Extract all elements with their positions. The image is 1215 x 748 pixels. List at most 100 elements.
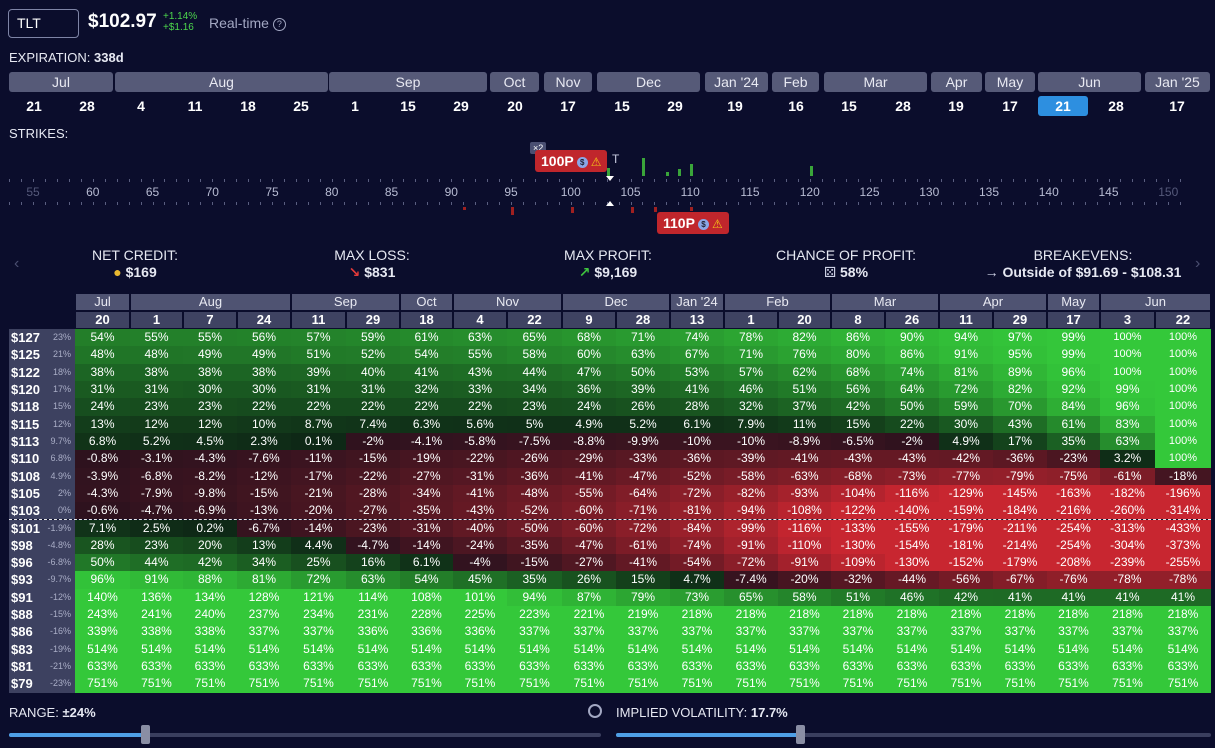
table-cell: -64% <box>616 484 670 503</box>
strike-minor-tick <box>44 202 46 205</box>
table-cell: -75% <box>1047 467 1100 485</box>
expiration-day-20[interactable]: 28 <box>1108 98 1124 114</box>
expiration-month-4[interactable]: Nov <box>544 72 592 92</box>
table-cell: 514% <box>400 640 453 659</box>
expiration-day-8[interactable]: 29 <box>453 98 469 114</box>
chance-label: CHANCE OF PROFIT: <box>775 247 916 263</box>
strike-tick-label: 140 <box>1038 185 1059 199</box>
table-cell: 92% <box>1047 380 1100 399</box>
row-price: $86 <box>11 624 33 640</box>
row-percent: -16% <box>49 626 71 637</box>
strike-minor-tick <box>702 179 704 182</box>
table-cell: 337% <box>670 623 724 641</box>
row-price-label: $79 -23% <box>9 675 75 693</box>
net-credit-value: $169 <box>125 264 157 280</box>
question-circle-icon[interactable]: ? <box>272 18 286 31</box>
table-cell: -15% <box>346 450 400 468</box>
table-cell: 46% <box>724 380 778 399</box>
table-cell: 140% <box>75 588 130 607</box>
expiration-day-3[interactable]: 11 <box>187 98 203 114</box>
expiration-day-5[interactable]: 25 <box>293 98 309 114</box>
expiration-day-7[interactable]: 15 <box>400 98 416 114</box>
iv-slider-track[interactable] <box>616 733 1211 737</box>
row-price-label: $91 -12% <box>9 588 75 607</box>
table-cell: -8.9% <box>778 432 831 451</box>
expiration-day-9[interactable]: 20 <box>507 98 523 114</box>
table-cell: 751% <box>130 675 183 693</box>
expiration-day-11[interactable]: 15 <box>614 98 630 114</box>
expiration-day-4[interactable]: 18 <box>240 98 256 114</box>
table-cell: -6.9% <box>183 502 237 520</box>
expiration-day-17[interactable]: 19 <box>948 98 964 114</box>
expiration-day-15[interactable]: 15 <box>841 98 857 114</box>
table-cell: 55% <box>453 346 507 364</box>
table-cell: 5.6% <box>453 415 507 433</box>
expiration-month-10[interactable]: May <box>985 72 1035 92</box>
strike-minor-tick <box>642 202 644 205</box>
expiration-month-1[interactable]: Aug <box>115 72 328 92</box>
table-cell: 26% <box>616 398 670 416</box>
expiration-day-1[interactable]: 28 <box>79 98 95 114</box>
row-price: $120 <box>11 381 40 397</box>
table-cell: 136% <box>130 588 183 607</box>
strike-minor-tick <box>1156 202 1158 205</box>
strike-tag-100p[interactable]: 100P $ ⚠ <box>535 150 608 172</box>
row-percent: -12% <box>49 591 71 602</box>
table-cell: -41% <box>778 450 831 468</box>
expiration-day-12[interactable]: 29 <box>667 98 683 114</box>
table-cell: 514% <box>1155 640 1211 659</box>
strike-minor-tick <box>475 202 477 205</box>
expiration-day-10[interactable]: 17 <box>560 98 576 114</box>
table-cell: 100% <box>1155 346 1211 364</box>
expiration-month-3[interactable]: Oct <box>490 72 539 92</box>
iv-slider-thumb[interactable] <box>796 725 806 744</box>
expiration-label: EXPIRATION: 338d <box>9 50 124 65</box>
expiration-day-2[interactable]: 4 <box>137 98 145 114</box>
arrow-right-icon: → <box>984 264 999 280</box>
expiration-day-16[interactable]: 28 <box>895 98 911 114</box>
expiration-month-0[interactable]: Jul <box>9 72 113 92</box>
strike-tag-110p[interactable]: 110P $ ⚠ <box>657 212 729 234</box>
expiration-day-13[interactable]: 19 <box>727 98 743 114</box>
next-arrow-icon[interactable]: › <box>1195 255 1201 272</box>
strike-minor-tick <box>594 202 596 205</box>
strike-minor-tick <box>522 179 524 182</box>
table-cell: 71% <box>724 346 778 364</box>
expiration-day-14[interactable]: 16 <box>788 98 804 114</box>
strike-tick-label: 70 <box>205 185 219 199</box>
row-price: $91 <box>11 589 33 605</box>
strike-minor-tick <box>893 179 895 182</box>
table-cell: 751% <box>1047 675 1100 693</box>
range-slider-track[interactable] <box>9 733 601 737</box>
strike-minor-tick <box>367 179 369 182</box>
expiration-month-7[interactable]: Feb <box>772 72 819 92</box>
expiration-month-5[interactable]: Dec <box>597 72 700 92</box>
expiration-month-2[interactable]: Sep <box>329 72 487 92</box>
expiration-month-9[interactable]: Apr <box>931 72 982 92</box>
expiration-month-8[interactable]: Mar <box>824 72 927 92</box>
expiration-day-0[interactable]: 21 <box>26 98 42 114</box>
ticker-input[interactable]: TLT <box>8 9 79 38</box>
strike-minor-tick <box>1120 202 1122 205</box>
expiration-month-6[interactable]: Jan '24 <box>705 72 768 92</box>
table-cell: 751% <box>993 675 1047 693</box>
table-cell: 23% <box>183 398 237 416</box>
expiration-day-21[interactable]: 17 <box>1169 98 1185 114</box>
reset-icon[interactable] <box>588 704 602 718</box>
expiration-month-11[interactable]: Jun <box>1038 72 1141 92</box>
table-cell: 751% <box>1155 675 1211 693</box>
row-percent: 4.9% <box>50 470 71 481</box>
table-cell: -94% <box>724 502 778 520</box>
expiration-day-19[interactable]: 21 <box>1038 96 1088 116</box>
strike-minor-tick <box>236 202 238 205</box>
expiration-day-6[interactable]: 1 <box>351 98 359 114</box>
expiration-day-18[interactable]: 17 <box>1002 98 1018 114</box>
table-cell: 94% <box>939 329 993 347</box>
expiration-month-12[interactable]: Jan '25 <box>1145 72 1210 92</box>
strike-tick-label: 110 <box>680 185 700 199</box>
table-cell: -50% <box>507 519 562 537</box>
range-slider-thumb[interactable] <box>141 725 151 744</box>
table-cell: 339% <box>75 623 130 641</box>
strike-minor-tick <box>128 179 130 182</box>
prev-arrow-icon[interactable]: ‹ <box>14 255 20 272</box>
